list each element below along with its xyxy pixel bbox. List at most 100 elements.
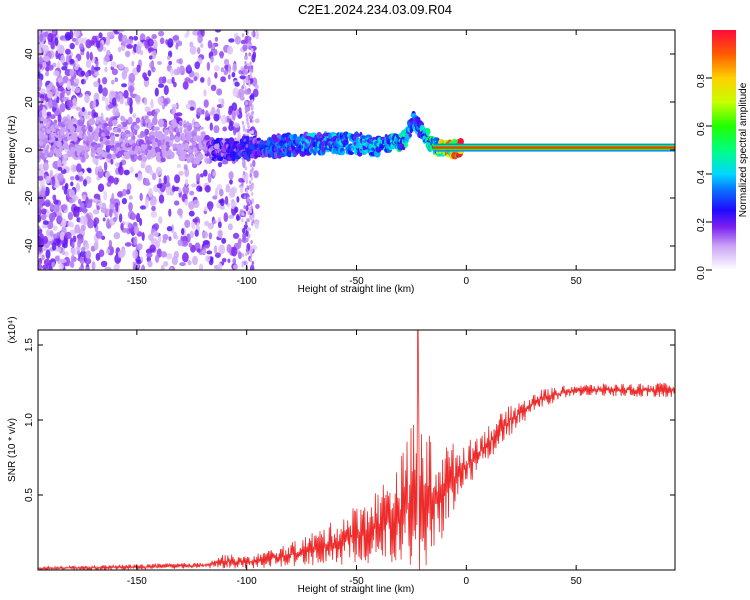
spectrogram-noise-cell	[245, 109, 248, 114]
spectrogram-noise-cell	[126, 183, 132, 191]
spectrogram-noise-cell	[226, 243, 232, 253]
spectrogram-noise-cell	[114, 111, 121, 116]
spectrogram-noise-cell	[248, 184, 251, 189]
spectrogram-noise-cell	[239, 185, 244, 194]
spectrogram-signal-cell	[245, 135, 250, 144]
spectrogram-noise-cell	[81, 246, 86, 253]
spectrogram-noise-cell	[238, 251, 242, 260]
spectrogram-noise-cell	[227, 74, 231, 80]
spectrogram-y-label: Frequency (Hz)	[7, 116, 18, 185]
spectrogram-noise-cell	[135, 44, 142, 55]
snr-panel: -150 -100 -50 0 50 0.5 1.0 1.5 Height of strai…	[7, 316, 676, 595]
spectrogram-signal-cell	[106, 153, 113, 159]
spectrogram-signal-cell	[125, 133, 131, 138]
spectrogram-signal-cell	[127, 116, 133, 124]
spectrogram-noise-cell	[248, 114, 254, 120]
spectrogram-noise-cell	[67, 211, 74, 221]
spectrogram-signal-cell	[73, 132, 78, 137]
spectrogram-signal-cell	[131, 139, 136, 144]
spectrogram-noise-cell	[224, 64, 229, 70]
spectrogram-noise-cell	[250, 253, 253, 258]
spectrogram-noise-cell	[151, 34, 157, 40]
spectrogram-noise-cell	[44, 199, 51, 208]
spectrogram-noise-cell	[249, 173, 252, 178]
spectrogram-noise-cell	[146, 252, 153, 258]
spectrogram-noise-cell	[64, 250, 69, 257]
snr-series-line	[38, 330, 675, 570]
spectrogram-noise-cell	[98, 32, 103, 39]
spectrogram-noise-cell	[232, 127, 237, 136]
spectrogram-noise-cell	[64, 231, 72, 240]
spectrogram-signal-cell	[108, 123, 113, 127]
spectrogram-noise-cell	[49, 114, 56, 120]
spectrogram-noise-cell	[245, 114, 249, 118]
spectrogram-noise-cell	[44, 31, 49, 37]
spectrogram-noise-cell	[65, 48, 71, 55]
spectrogram-noise-cell	[250, 163, 253, 168]
spectrogram-noise-cell	[149, 169, 154, 176]
spectrogram-noise-cell	[218, 244, 226, 255]
spectrogram-noise-cell	[167, 38, 174, 48]
spectrogram-noise-cell	[236, 214, 240, 221]
spectrogram-noise-cell	[88, 198, 93, 203]
spectrogram-signal-cell	[77, 125, 82, 133]
spectrogram-noise-cell	[245, 70, 248, 75]
spectrogram-noise-cell	[39, 103, 43, 111]
x-tick-label: -100	[237, 576, 257, 587]
spectrogram-noise-cell	[236, 196, 240, 203]
spectrogram-noise-cell	[189, 230, 194, 239]
spectrogram-noise-cell	[87, 111, 92, 116]
spectrogram-noise-cell	[61, 185, 66, 191]
spectrogram-noise-cell	[234, 35, 241, 45]
spectrogram-noise-cell	[38, 231, 42, 236]
spectrogram-noise-cell	[177, 239, 183, 247]
spectrogram-noise-cell	[82, 179, 88, 187]
spectrogram-noise-cell	[122, 188, 127, 197]
spectrogram-noise-cell	[110, 91, 117, 97]
spectrogram-noise-cell	[166, 226, 173, 232]
spectrogram-signal-cell	[84, 126, 89, 130]
spectrogram-noise-cell	[149, 55, 153, 60]
spectrogram-noise-cell	[108, 175, 115, 184]
spectrogram-signal-cell	[172, 122, 179, 129]
spectrogram-noise-cell	[131, 60, 135, 67]
spectrogram-noise-cell	[209, 122, 213, 131]
spectrogram-noise-cell	[131, 213, 136, 221]
spectrogram-signal-cell	[204, 134, 211, 141]
spectrogram-noise-cell	[50, 39, 55, 50]
page-title: C2E1.2024.234.03.09.R04	[298, 2, 452, 17]
spectrogram-noise-cell	[246, 117, 249, 122]
spectrogram-noise-cell	[60, 204, 68, 211]
colorbar-tick-label: 0.6	[696, 122, 707, 136]
spectrogram-signal-cell	[408, 133, 412, 138]
spectrogram-noise-cell	[129, 105, 133, 115]
spectrogram-noise-cell	[220, 76, 227, 83]
spectrogram-signal-cell	[176, 131, 181, 138]
spectrogram-signal-cell	[98, 124, 103, 129]
spectrogram-noise-cell	[72, 97, 77, 107]
spectrogram-noise-cell	[40, 208, 47, 215]
spectrogram-noise-cell	[244, 128, 247, 133]
spectrogram-noise-cell	[57, 172, 64, 182]
spectrogram-noise-cell	[252, 159, 256, 167]
spectrogram-noise-cell	[231, 246, 238, 257]
spectrogram-noise-cell	[234, 206, 239, 213]
spectrogram-signal-cell	[197, 153, 204, 161]
spectrogram-signal-cell	[41, 128, 46, 132]
spectrogram-noise-cell	[218, 230, 223, 238]
spectrogram-noise-cell	[246, 65, 250, 70]
spectrogram-noise-cell	[46, 111, 52, 117]
spectrogram-noise-cell	[117, 166, 122, 173]
spectrogram-noise-cell	[248, 52, 251, 57]
spectrogram-noise-cell	[160, 251, 167, 258]
spectrogram-noise-cell	[249, 61, 252, 66]
spectrogram-noise-cell	[132, 113, 137, 119]
spectrogram-noise-cell	[136, 212, 141, 223]
spectrogram-noise-cell	[39, 33, 44, 42]
spectrogram-noise-cell	[153, 223, 160, 231]
spectrogram-signal-cell	[73, 135, 78, 142]
spectrogram-noise-cell	[148, 188, 153, 198]
spectrogram-noise-cell	[41, 224, 48, 229]
spectrogram-signal-cell	[144, 135, 149, 141]
spectrogram-noise-cell	[182, 81, 189, 90]
